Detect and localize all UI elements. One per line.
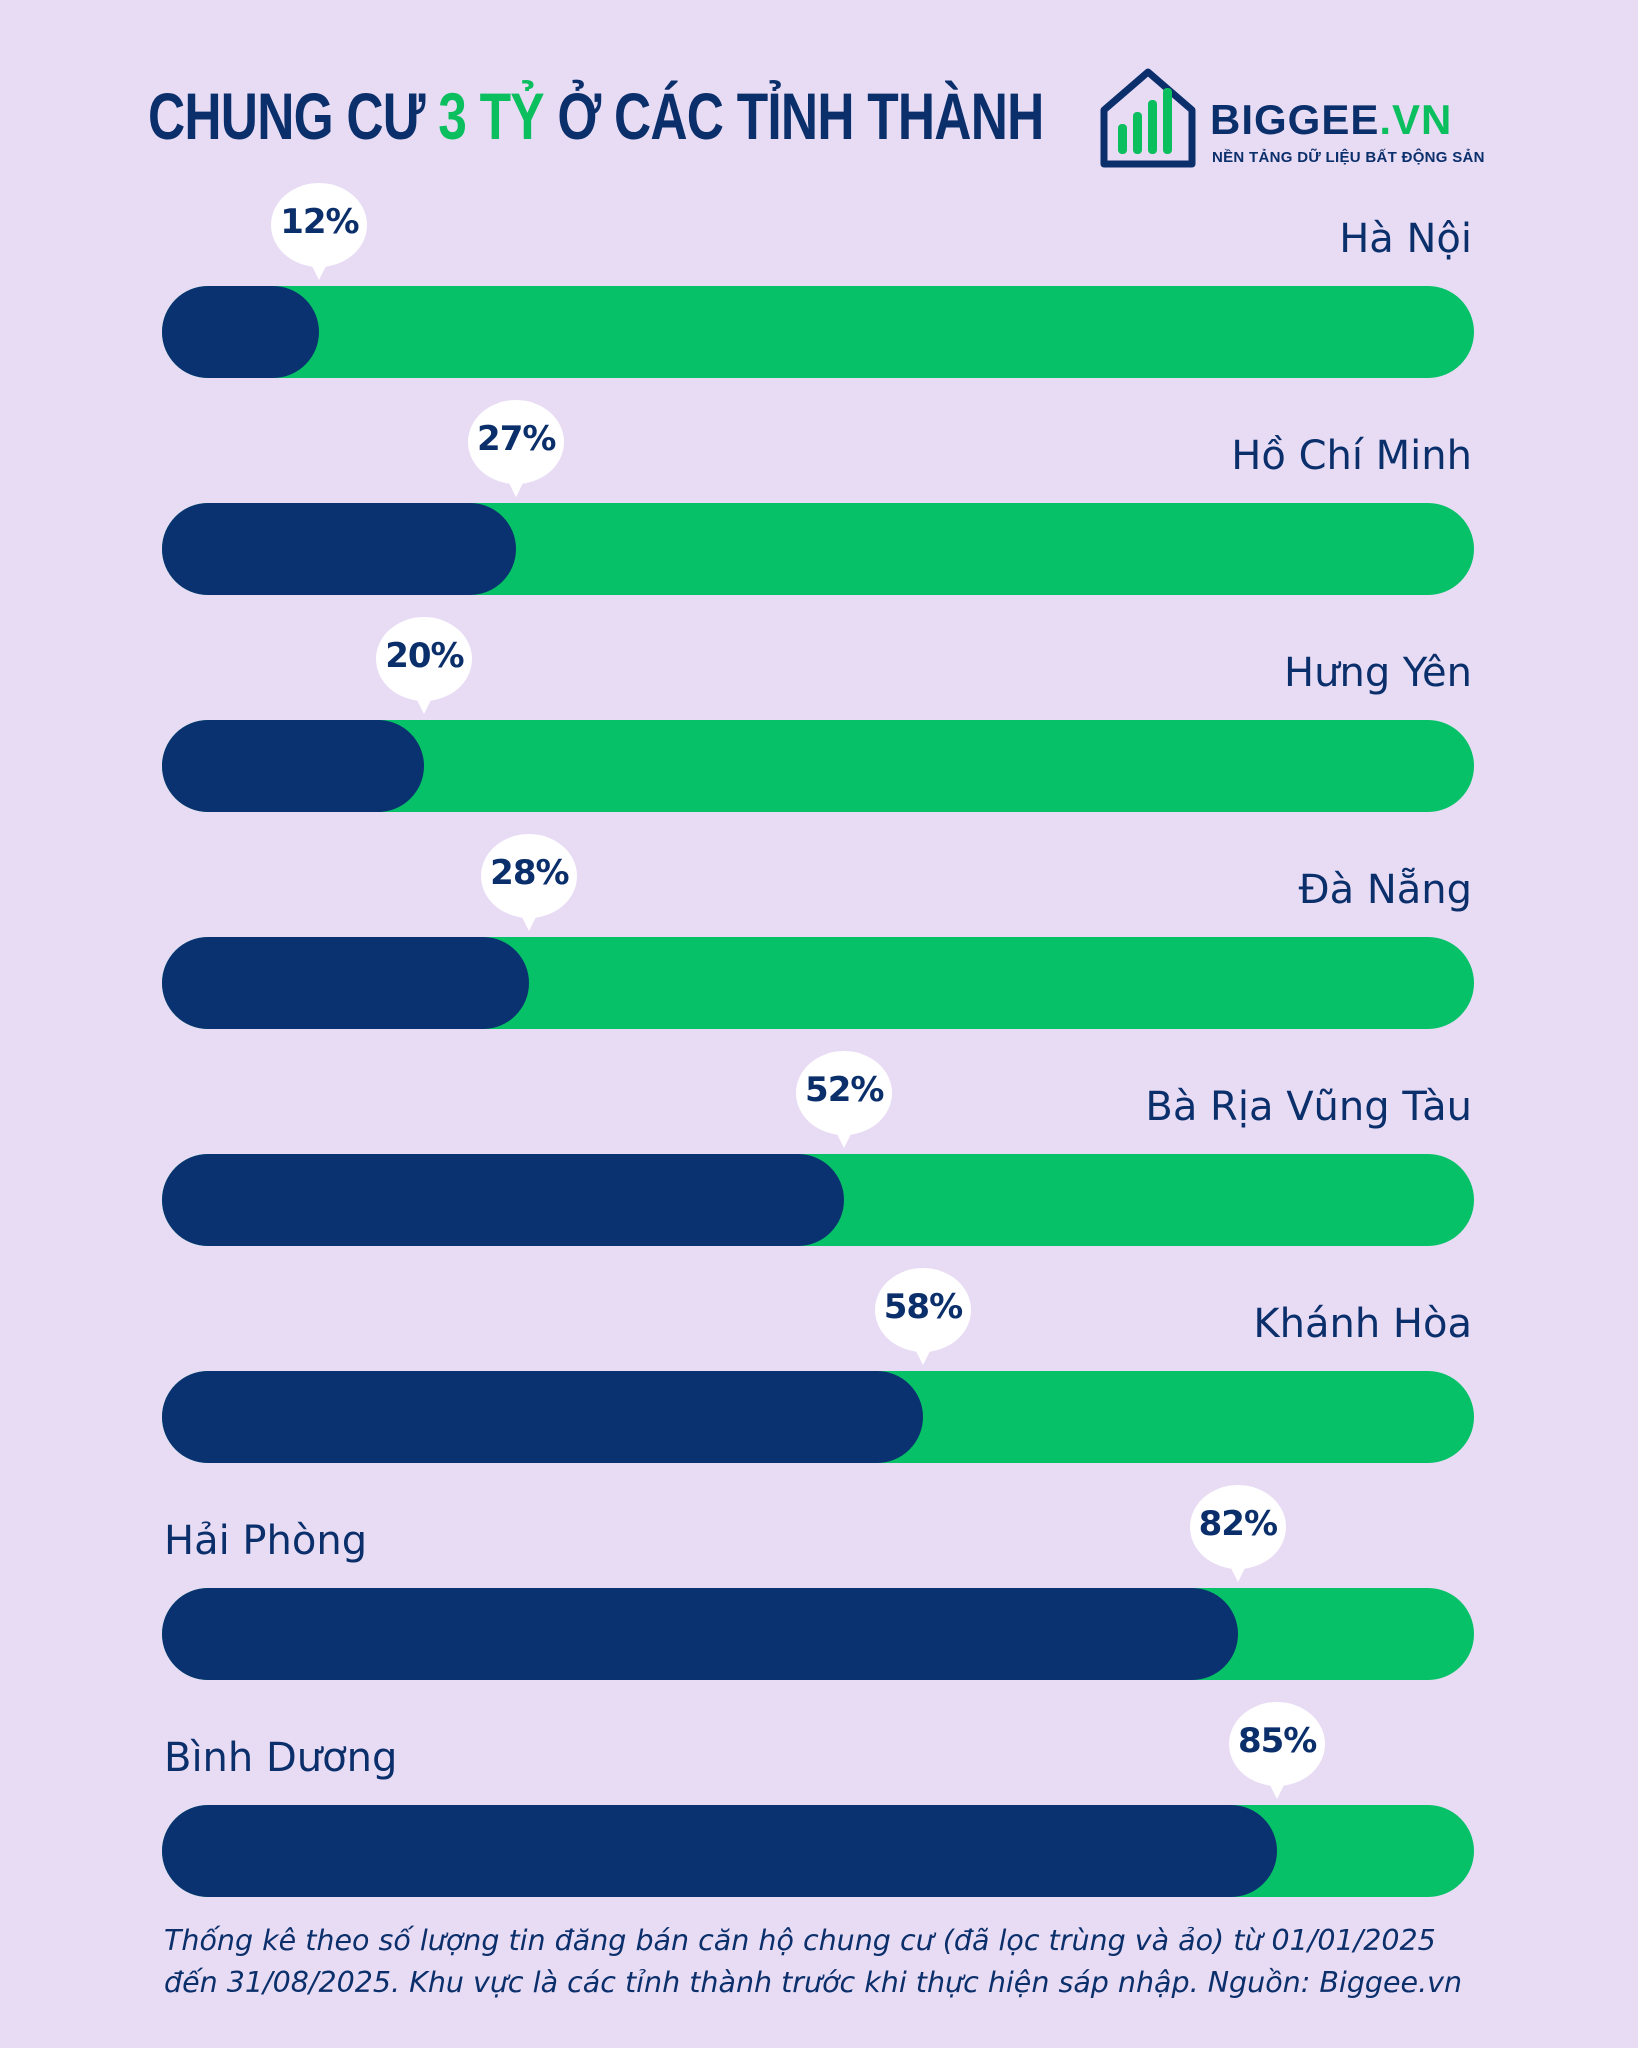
bar-value	[162, 720, 425, 812]
bar-track	[162, 503, 1474, 595]
brand-tagline: NỀN TẢNG DỮ LIỆU BẤT ĐỘNG SẢN	[1212, 149, 1485, 166]
category-label: Bình Dương	[164, 1735, 398, 1781]
value-label: 27%	[467, 399, 565, 497]
title-part-2: Ở CÁC TỈNH THÀNH	[543, 79, 1044, 153]
category-label: Hồ Chí Minh	[1231, 433, 1472, 479]
bar-value	[162, 503, 517, 595]
brand-main: BIGGEE	[1210, 96, 1380, 143]
bar-value	[162, 1588, 1238, 1680]
bar-value	[162, 1154, 845, 1246]
category-label: Hải Phòng	[164, 1518, 368, 1564]
bar-track	[162, 937, 1474, 1029]
biggee-logo[interactable]: BIGGEE.VN NỀN TẢNG DỮ LIỆU BẤT ĐỘNG SẢN	[1098, 66, 1485, 176]
title-part-1: CHUNG CƯ	[148, 79, 439, 153]
bar-track	[162, 1805, 1474, 1897]
bar-value	[162, 286, 320, 378]
category-label: Bà Rịa Vũng Tàu	[1145, 1084, 1472, 1130]
value-label: 20%	[375, 616, 473, 714]
value-label: 52%	[795, 1050, 893, 1148]
footnote: Thống kê theo số lượng tin đăng bán căn …	[164, 1924, 1463, 1999]
category-label: Hưng Yên	[1284, 650, 1472, 696]
bar-track	[162, 720, 1474, 812]
value-label: 58%	[874, 1267, 972, 1365]
value-label: 28%	[480, 833, 578, 931]
chart-title: CHUNG CƯ 3 TỶ Ở CÁC TỈNH THÀNH	[148, 78, 1044, 154]
bar-value	[162, 1371, 923, 1463]
category-label: Hà Nội	[1339, 216, 1472, 262]
bar-track	[162, 286, 1474, 378]
bar-track	[162, 1588, 1474, 1680]
house-bar-chart-icon	[1100, 68, 1196, 168]
bar-track	[162, 1371, 1474, 1463]
category-label: Đà Nẵng	[1298, 867, 1472, 913]
value-label: 85%	[1228, 1701, 1326, 1799]
bar-track	[162, 1154, 1474, 1246]
bar-value	[162, 1805, 1278, 1897]
category-label: Khánh Hòa	[1253, 1301, 1472, 1347]
title-highlight: 3 TỶ	[438, 79, 544, 153]
brand-domain: .VN	[1379, 96, 1453, 143]
brand-name: BIGGEE.VN	[1210, 96, 1452, 144]
value-label: 12%	[270, 182, 368, 280]
bar-value	[162, 937, 530, 1029]
value-label: 82%	[1189, 1484, 1287, 1582]
